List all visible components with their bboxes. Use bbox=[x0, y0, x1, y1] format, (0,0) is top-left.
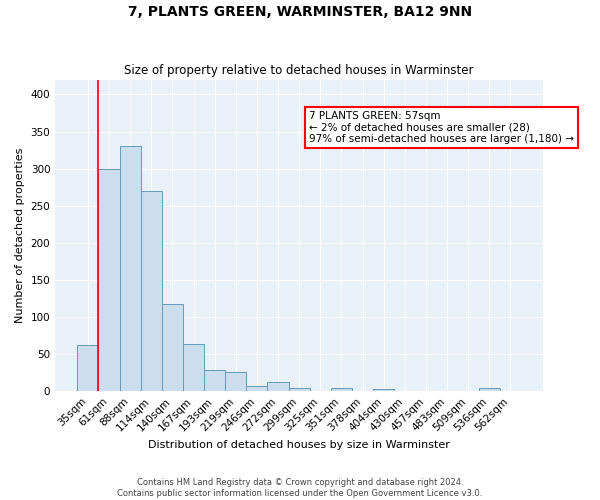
Bar bbox=[289, 388, 310, 392]
Bar bbox=[373, 389, 394, 392]
Bar bbox=[162, 304, 183, 392]
Text: 7 PLANTS GREEN: 57sqm
← 2% of detached houses are smaller (28)
97% of semi-detac: 7 PLANTS GREEN: 57sqm ← 2% of detached h… bbox=[309, 110, 574, 144]
Bar bbox=[183, 344, 204, 392]
Title: Size of property relative to detached houses in Warminster: Size of property relative to detached ho… bbox=[124, 64, 474, 77]
Bar bbox=[225, 372, 247, 392]
Text: 7, PLANTS GREEN, WARMINSTER, BA12 9NN: 7, PLANTS GREEN, WARMINSTER, BA12 9NN bbox=[128, 5, 472, 19]
Bar bbox=[141, 191, 162, 392]
Bar bbox=[268, 382, 289, 392]
Text: Contains HM Land Registry data © Crown copyright and database right 2024.
Contai: Contains HM Land Registry data © Crown c… bbox=[118, 478, 482, 498]
Bar bbox=[119, 146, 141, 392]
Bar bbox=[479, 388, 500, 392]
X-axis label: Distribution of detached houses by size in Warminster: Distribution of detached houses by size … bbox=[148, 440, 450, 450]
Bar bbox=[204, 370, 225, 392]
Bar bbox=[77, 346, 98, 392]
Bar bbox=[247, 386, 268, 392]
Y-axis label: Number of detached properties: Number of detached properties bbox=[15, 148, 25, 323]
Bar bbox=[98, 168, 119, 392]
Bar bbox=[331, 388, 352, 392]
